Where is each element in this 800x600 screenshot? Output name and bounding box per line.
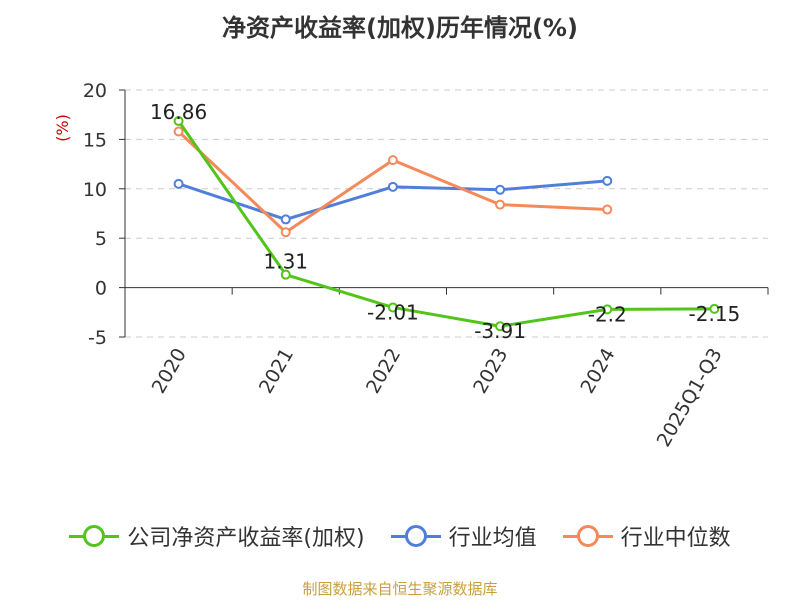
data-point-industry_median <box>495 199 506 210</box>
data-point-industry_median <box>387 155 398 166</box>
legend-label-industry-median: 行业中位数 <box>620 526 731 551</box>
data-label: -2.01 <box>367 300 419 324</box>
y-tick-label: 20 <box>83 80 107 102</box>
data-point-industry_avg <box>280 214 291 225</box>
legend-item-industry-average[interactable]: 行业均值 <box>390 520 537 552</box>
data-point-company <box>173 116 184 127</box>
data-label: 1.31 <box>263 250 308 274</box>
line-chart: -5 0 5 10 15 20 (%) 2020 2021 2022 2023 2024 2025Q1-… <box>53 80 769 451</box>
legend-marker-company <box>69 525 120 547</box>
legend-item-company[interactable]: 公司净资产收益率(加权) <box>69 520 365 552</box>
x-tick-label: 2021 <box>255 345 298 398</box>
legend-marker-industry-average <box>390 525 441 547</box>
data-point-company <box>387 302 398 313</box>
x-tick-label: 2025Q1-Q3 <box>653 345 727 451</box>
x-tick-label: 2022 <box>362 345 405 398</box>
y-tick-label: 15 <box>83 129 107 151</box>
data-point-company <box>495 321 506 332</box>
chart-title: 净资产收益率(加权)历年情况(%) <box>222 14 578 42</box>
y-tick-label: -5 <box>88 327 107 349</box>
data-point-company <box>709 303 720 314</box>
legend-item-industry-median[interactable]: 行业中位数 <box>562 520 731 552</box>
data-label: 16.86 <box>150 100 207 124</box>
x-tick-label: 2023 <box>469 345 512 398</box>
data-point-industry_avg <box>495 184 506 195</box>
data-label: -3.91 <box>474 319 526 343</box>
data-label: -2.15 <box>689 302 741 326</box>
data-point-industry_avg <box>387 181 398 192</box>
data-point-industry_median <box>280 227 291 238</box>
y-axis-label: (%) <box>53 114 72 142</box>
series-line-company <box>177 120 715 328</box>
data-point-industry_avg <box>602 175 613 186</box>
data-point-company <box>602 304 613 315</box>
y-tick-label: 0 <box>95 278 107 300</box>
y-tick-label: 10 <box>83 179 107 201</box>
data-source-note: 制图数据来自恒生聚源数据库 <box>302 580 498 598</box>
data-point-industry_avg <box>173 178 184 189</box>
data-label: -2.2 <box>588 302 627 326</box>
data-point-industry_median <box>173 126 184 137</box>
data-point-company <box>280 269 291 280</box>
legend-marker-industry-median <box>562 525 613 547</box>
chart-legend: 公司净资产收益率(加权) 行业均值 行业中位数 <box>0 518 800 554</box>
x-tick-label: 2020 <box>148 345 191 398</box>
y-tick-label: 5 <box>95 228 107 250</box>
data-point-industry_median <box>602 204 613 215</box>
x-tick-label: 2024 <box>576 345 619 398</box>
legend-label-industry-average: 行业均值 <box>448 526 537 551</box>
legend-label-company: 公司净资产收益率(加权) <box>127 526 365 551</box>
